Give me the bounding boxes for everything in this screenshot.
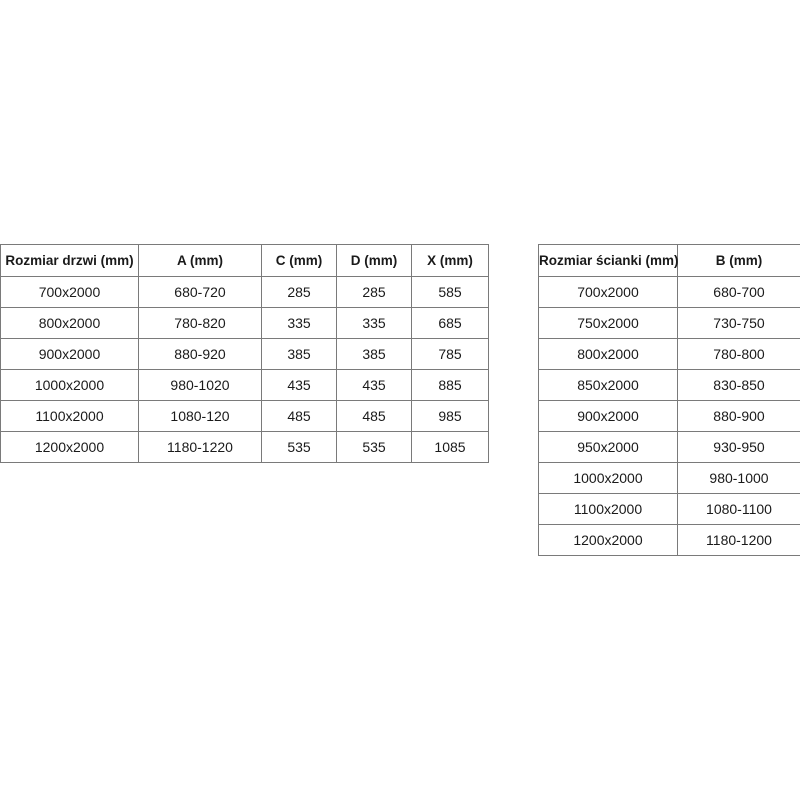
- table-cell: 885: [411, 369, 489, 401]
- table-cell: 980-1020: [138, 369, 262, 401]
- column-header: Rozmiar drzwi (mm): [0, 244, 139, 277]
- table-cell: 335: [336, 307, 412, 339]
- table-cell: 785: [411, 338, 489, 370]
- table-row: 1200x2000 1180-1220 535 535 1085: [0, 431, 489, 463]
- table-cell: 730-750: [677, 307, 800, 339]
- table-body: 700x2000 680-720 285 285 585 800x2000 780-820 3…: [0, 276, 489, 463]
- table-cell: 1200x2000: [538, 524, 678, 556]
- table-row: 850x2000 830-850: [538, 369, 800, 401]
- table-header-row: Rozmiar ścianki (mm) B (mm): [538, 244, 800, 277]
- table-cell: 485: [261, 400, 337, 432]
- column-header: D (mm): [336, 244, 412, 277]
- table-row: 1000x2000 980-1020 435 435 885: [0, 369, 489, 401]
- table-cell: 950x2000: [538, 431, 678, 463]
- column-header: X (mm): [411, 244, 489, 277]
- table-cell: 800x2000: [538, 338, 678, 370]
- table-cell: 900x2000: [538, 400, 678, 432]
- table-cell: 285: [261, 276, 337, 308]
- table-cell: 285: [336, 276, 412, 308]
- table-cell: 800x2000: [0, 307, 139, 339]
- door-size-table: Rozmiar drzwi (mm) A (mm) C (mm) D (mm) X (m…: [0, 244, 489, 463]
- table-row: 1100x2000 1080-120 485 485 985: [0, 400, 489, 432]
- table-cell: 1080-1100: [677, 493, 800, 525]
- table-cell: 850x2000: [538, 369, 678, 401]
- table-cell: 880-920: [138, 338, 262, 370]
- table-cell: 1000x2000: [0, 369, 139, 401]
- table-cell: 535: [261, 431, 337, 463]
- table-cell: 435: [261, 369, 337, 401]
- table-cell: 685: [411, 307, 489, 339]
- table-row: 700x2000 680-720 285 285 585: [0, 276, 489, 308]
- table-cell: 780-800: [677, 338, 800, 370]
- table-row: 800x2000 780-820 335 335 685: [0, 307, 489, 339]
- table-cell: 435: [336, 369, 412, 401]
- table-cell: 980-1000: [677, 462, 800, 494]
- table-header-row: Rozmiar drzwi (mm) A (mm) C (mm) D (mm) X (m…: [0, 244, 489, 277]
- table-cell: 900x2000: [0, 338, 139, 370]
- table-row: 700x2000 680-700: [538, 276, 800, 308]
- table-cell: 1000x2000: [538, 462, 678, 494]
- table-cell: 1100x2000: [538, 493, 678, 525]
- column-header: A (mm): [138, 244, 262, 277]
- table-cell: 1180-1200: [677, 524, 800, 556]
- table-cell: 985: [411, 400, 489, 432]
- table-cell: 830-850: [677, 369, 800, 401]
- table-cell: 1200x2000: [0, 431, 139, 463]
- column-header: C (mm): [261, 244, 337, 277]
- wall-size-table: Rozmiar ścianki (mm) B (mm) 700x2000 680-7…: [538, 244, 800, 556]
- table-cell: 335: [261, 307, 337, 339]
- table-cell: 585: [411, 276, 489, 308]
- table-cell: 385: [336, 338, 412, 370]
- column-header: Rozmiar ścianki (mm): [538, 244, 679, 277]
- table-cell: 680-700: [677, 276, 800, 308]
- table-cell: 750x2000: [538, 307, 678, 339]
- table-cell: 1100x2000: [0, 400, 139, 432]
- table-row: 1100x2000 1080-1100: [538, 493, 800, 525]
- table-cell: 780-820: [138, 307, 262, 339]
- table-cell: 880-900: [677, 400, 800, 432]
- table-row: 800x2000 780-800: [538, 338, 800, 370]
- table-body: 700x2000 680-700 750x2000 730-750 800x2000 78…: [538, 276, 800, 556]
- table-cell: 1180-1220: [138, 431, 262, 463]
- table-cell: 700x2000: [538, 276, 678, 308]
- table-row: 1000x2000 980-1000: [538, 462, 800, 494]
- table-cell: 680-720: [138, 276, 262, 308]
- table-row: 900x2000 880-920 385 385 785: [0, 338, 489, 370]
- table-cell: 930-950: [677, 431, 800, 463]
- table-row: 950x2000 930-950: [538, 431, 800, 463]
- table-cell: 535: [336, 431, 412, 463]
- column-header: B (mm): [677, 244, 800, 277]
- table-cell: 485: [336, 400, 412, 432]
- table-cell: 1080-120: [138, 400, 262, 432]
- table-row: 900x2000 880-900: [538, 400, 800, 432]
- table-row: 750x2000 730-750: [538, 307, 800, 339]
- table-row: 1200x2000 1180-1200: [538, 524, 800, 556]
- table-cell: 385: [261, 338, 337, 370]
- table-cell: 1085: [411, 431, 489, 463]
- table-cell: 700x2000: [0, 276, 139, 308]
